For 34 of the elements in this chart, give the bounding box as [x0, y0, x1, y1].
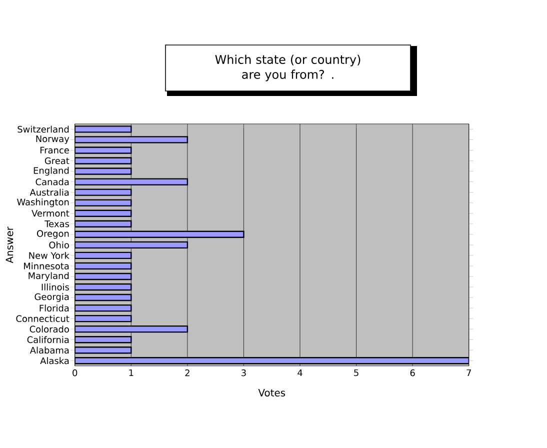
- y-tick-label: Texas: [44, 220, 69, 228]
- y-axis-title: Answer: [6, 226, 14, 264]
- y-tick-label: Illinois: [42, 284, 69, 290]
- x-tick-label: 4: [298, 369, 302, 376]
- y-tick-label: Connecticut: [16, 315, 70, 322]
- y-tick-label: Ohio: [49, 241, 69, 248]
- y-tick-label: Georgia: [34, 293, 69, 302]
- y-tick-label: Norway: [36, 136, 70, 144]
- y-tick-label: Minnesota: [24, 262, 69, 270]
- y-tick-label: England: [34, 166, 69, 176]
- y-tick-label: Australia: [30, 188, 69, 196]
- y-tick-label: Great: [44, 157, 70, 164]
- chart-title: Which state (or country) are you from? .: [215, 54, 360, 82]
- y-tick-label: Washington: [17, 198, 69, 208]
- y-tick-label: Colorado: [30, 326, 69, 333]
- y-tick-label: New York: [29, 252, 70, 259]
- x-tick-label: 0: [72, 369, 78, 376]
- y-tick-label: Alaska: [40, 357, 69, 364]
- y-tick-label: California: [27, 336, 69, 344]
- y-tick-label: Oregon: [36, 230, 69, 239]
- y-tick-label: Switzerland: [18, 126, 69, 133]
- x-tick-label: 2: [185, 369, 190, 376]
- y-tick-label: France: [40, 146, 69, 154]
- y-tick-label: Florida: [40, 304, 69, 312]
- x-tick-label: 1: [129, 369, 134, 376]
- x-tick-label: 7: [466, 369, 471, 376]
- y-tick-label: Vermont: [32, 210, 70, 217]
- y-tick-label: Canada: [36, 178, 69, 186]
- x-axis-title: Votes: [258, 389, 286, 396]
- y-tick-label: Alabama: [30, 346, 69, 354]
- x-tick-label: 5: [354, 369, 358, 376]
- x-tick-label: 6: [410, 369, 415, 376]
- x-tick-label: 3: [242, 369, 246, 376]
- y-tick-label: Maryland: [28, 272, 69, 281]
